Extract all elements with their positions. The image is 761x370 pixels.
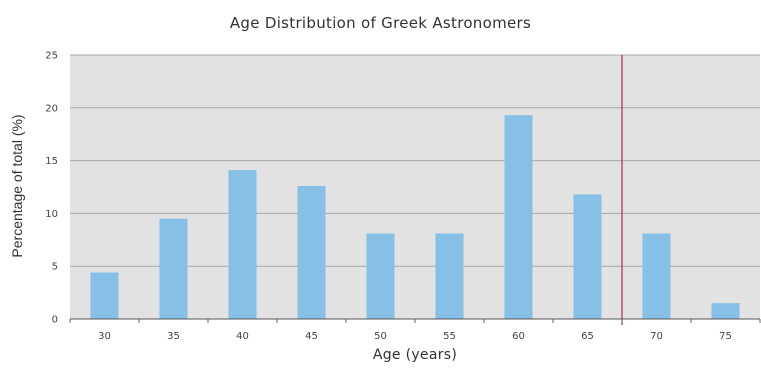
x-tick-label: 30 [98,331,111,342]
x-tick-label: 50 [374,331,387,342]
bar [504,115,533,319]
bars [90,115,740,319]
bar [711,303,740,319]
y-tick-label: 20 [45,103,58,114]
y-tick-label: 15 [45,156,58,167]
y-tick-label: 5 [52,262,58,273]
bar [228,170,257,319]
bar [366,233,395,319]
y-axis-label: Percentage of total (%) [9,114,25,258]
y-tick-labels: 0 5 10 15 20 25 [45,51,58,326]
x-tick-label: 35 [167,331,180,342]
bar [90,272,119,319]
bar [297,185,326,319]
y-tick-label: 10 [45,209,58,220]
bar [573,194,602,319]
x-tick-label: 45 [305,331,318,342]
x-tick-label: 55 [443,331,456,342]
x-tick-label: 40 [236,331,249,342]
axes [69,318,761,323]
x-tick-label: 65 [581,331,594,342]
y-tick-label: 0 [52,315,58,326]
bar [159,218,188,319]
chart-title: Age Distribution of Greek Astronomers [229,14,532,32]
x-tick-label: 70 [650,331,663,342]
bar [642,233,671,319]
x-axis-label: Age (years) [372,347,458,363]
bar [435,233,464,319]
y-tick-label: 25 [45,51,58,62]
x-tick-label: 75 [719,331,732,342]
x-tick-label: 60 [512,331,525,342]
x-tick-labels: 30 35 40 45 50 55 60 65 70 75 [98,331,732,342]
